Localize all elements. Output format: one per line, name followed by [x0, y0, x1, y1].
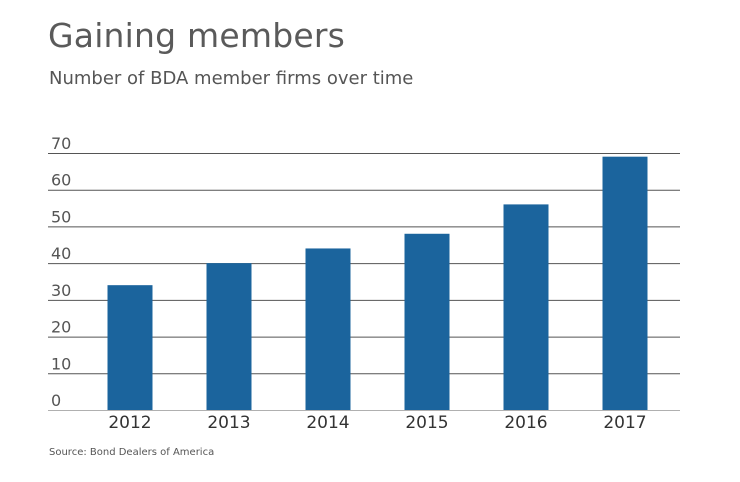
y-tick-label: 50 — [51, 207, 71, 226]
x-category-label: 2015 — [405, 413, 448, 433]
chart-title: Gaining members — [48, 16, 346, 55]
y-tick-labels: 0 10 20 30 40 50 60 70 — [51, 134, 71, 410]
grid-lines — [48, 153, 680, 411]
x-category-label: 2017 — [603, 413, 646, 433]
bar-2012 — [107, 285, 153, 410]
bar-2014 — [305, 248, 351, 410]
y-tick-label: 60 — [51, 171, 71, 190]
y-tick-label: 30 — [51, 281, 71, 300]
y-tick-label: 70 — [51, 134, 71, 153]
chart-subtitle: Number of BDA member firms over time — [49, 68, 414, 89]
bar-2016 — [503, 204, 549, 410]
bar-2015 — [404, 233, 450, 410]
y-tick-label: 20 — [51, 318, 71, 337]
x-category-label: 2014 — [306, 413, 349, 433]
bars — [107, 156, 648, 410]
y-tick-label: 40 — [51, 244, 71, 263]
x-category-label: 2012 — [108, 413, 151, 433]
y-tick-label: 10 — [51, 354, 71, 373]
x-category-labels: 2012 2013 2014 2015 2016 2017 — [108, 413, 646, 433]
source-note: Source: Bond Dealers of America — [49, 447, 215, 458]
bar-2017 — [602, 156, 648, 410]
x-category-label: 2016 — [504, 413, 547, 433]
bar-2013 — [206, 263, 252, 410]
y-tick-label: 0 — [51, 391, 61, 410]
x-category-label: 2013 — [207, 413, 250, 433]
